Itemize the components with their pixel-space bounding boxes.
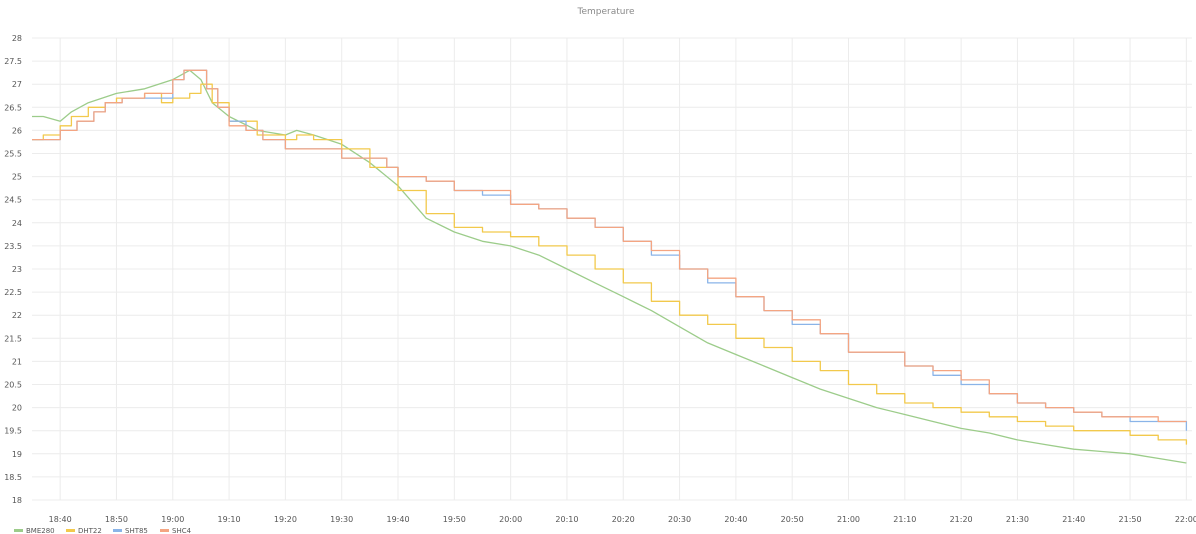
y-tick-label: 23.5 (4, 242, 22, 251)
x-tick-label: 19:00 (161, 515, 184, 524)
y-tick-label: 27.5 (4, 57, 22, 66)
y-tick-label: 25.5 (4, 150, 22, 159)
y-tick-label: 24.5 (4, 196, 22, 205)
x-tick-label: 18:50 (105, 515, 128, 524)
y-tick-label: 22.5 (4, 288, 22, 297)
legend-item-dht22[interactable]: DHT22 (66, 527, 102, 534)
legend[interactable]: BME280 DHT22 SHT85 SHC4 (14, 527, 192, 534)
x-tick-label: 21:50 (1119, 515, 1142, 524)
y-tick-label: 25 (12, 173, 22, 182)
y-tick-label: 26.5 (4, 103, 22, 112)
legend-label: SHC4 (172, 527, 192, 534)
x-tick-label: 20:00 (499, 515, 522, 524)
y-tick-label: 28 (12, 34, 22, 43)
legend-label: BME280 (26, 527, 55, 534)
x-tick-label: 21:10 (893, 515, 916, 524)
y-tick-label: 21 (12, 357, 22, 366)
x-tick-label: 20:10 (555, 515, 578, 524)
x-tick-label: 21:40 (1062, 515, 1085, 524)
x-tick-label: 19:40 (386, 515, 409, 524)
y-axis-ticks: 28 27.5 27 26.5 26 25.5 25 24.5 24 23.5 23 22.5 22 21… (4, 34, 22, 505)
series-line-sht85 (32, 69, 1188, 431)
x-tick-label: 21:30 (1006, 515, 1029, 524)
y-tick-label: 24 (12, 219, 22, 228)
legend-item-sht85[interactable]: SHT85 (113, 527, 148, 534)
series-line-bme280 (32, 69, 1187, 464)
x-tick-label: 19:20 (274, 515, 297, 524)
y-tick-label: 20.5 (4, 381, 22, 390)
grid (32, 37, 1192, 501)
y-tick-label: 22 (12, 311, 22, 320)
y-tick-label: 23 (12, 265, 22, 274)
x-tick-label: 21:20 (950, 515, 973, 524)
legend-swatch (160, 529, 169, 532)
legend-swatch (66, 529, 75, 532)
legend-swatch (14, 529, 23, 532)
y-tick-label: 18.5 (4, 473, 22, 482)
series-line-shc4 (32, 69, 1187, 423)
x-axis-ticks: 18:40 18:50 19:00 19:10 19:20 19:30 19:40 19:50… (49, 515, 1196, 524)
legend-item-bme280[interactable]: BME280 (14, 527, 55, 534)
y-tick-label: 27 (12, 80, 22, 89)
x-tick-label: 20:50 (781, 515, 804, 524)
legend-swatch (113, 529, 122, 532)
x-tick-label: 21:00 (837, 515, 860, 524)
x-tick-label: 20:40 (724, 515, 747, 524)
x-tick-label: 22:00 (1175, 515, 1196, 524)
chart-title: Temperature (576, 7, 634, 17)
x-tick-label: 20:30 (668, 515, 691, 524)
x-tick-label: 19:10 (218, 515, 241, 524)
x-tick-label: 19:30 (330, 515, 353, 524)
y-tick-label: 20 (12, 404, 22, 413)
x-tick-label: 18:40 (49, 515, 72, 524)
series-lines (32, 69, 1188, 464)
legend-label: SHT85 (125, 527, 148, 534)
legend-item-shc4[interactable]: SHC4 (160, 527, 192, 534)
y-tick-label: 26 (12, 126, 22, 135)
y-tick-label: 21.5 (4, 334, 22, 343)
y-tick-label: 19 (12, 450, 22, 459)
series-line-dht22 (32, 83, 1188, 445)
y-tick-label: 18 (12, 496, 22, 505)
x-tick-label: 19:50 (443, 515, 466, 524)
y-tick-label: 19.5 (4, 427, 22, 436)
legend-label: DHT22 (78, 527, 102, 534)
x-tick-label: 20:20 (612, 515, 635, 524)
